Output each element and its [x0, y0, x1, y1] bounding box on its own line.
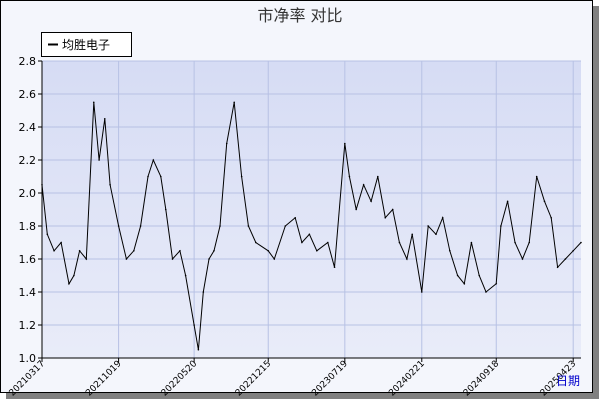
data-point — [267, 249, 270, 252]
data-point — [406, 258, 408, 260]
data-point — [344, 142, 346, 145]
data-point — [506, 200, 509, 203]
data-point — [179, 249, 181, 252]
data-point — [197, 348, 200, 351]
data-point — [463, 282, 466, 285]
y-tick-label: 1.4 — [19, 286, 37, 299]
data-point — [535, 175, 538, 178]
data-point — [435, 233, 437, 236]
data-point — [441, 216, 444, 219]
data-point — [580, 241, 582, 244]
data-point — [370, 200, 372, 203]
data-point — [398, 241, 401, 244]
chart-title: 市净率 对比 — [257, 6, 342, 25]
data-point — [294, 216, 296, 219]
data-point — [495, 282, 498, 285]
data-point — [117, 225, 120, 227]
y-tick-label: 1.6 — [19, 253, 37, 266]
data-point — [213, 249, 215, 252]
data-point — [543, 200, 546, 203]
data-point — [327, 241, 329, 244]
data-point — [456, 274, 459, 277]
data-point — [420, 291, 423, 293]
data-point — [427, 225, 429, 227]
data-point — [225, 142, 228, 145]
y-tick-label: 2.8 — [19, 55, 37, 68]
data-point — [411, 233, 414, 236]
y-tick-label: 2.6 — [19, 88, 37, 101]
data-point — [68, 282, 70, 285]
chart-shadow-right — [593, 6, 599, 399]
data-point — [448, 249, 451, 252]
data-point — [391, 208, 394, 211]
series-group — [41, 101, 582, 351]
data-point — [46, 233, 49, 236]
data-point — [255, 241, 257, 244]
data-point — [470, 241, 473, 244]
y-tick-label: 2.2 — [19, 154, 37, 167]
data-point — [92, 101, 95, 104]
plot-area — [42, 61, 581, 358]
data-point — [485, 291, 487, 293]
data-point — [147, 175, 149, 178]
data-point — [171, 258, 174, 260]
legend: 均胜电子 — [41, 32, 132, 57]
y-tick-label: 1.2 — [19, 319, 37, 332]
data-point — [333, 266, 336, 269]
data-point — [233, 101, 235, 104]
legend-label: 均胜电子 — [62, 37, 110, 52]
y-tick-label: 1.8 — [19, 220, 37, 233]
data-point — [98, 159, 100, 161]
data-point — [78, 249, 81, 252]
data-point — [184, 274, 187, 277]
x-axis-label: 日期 — [556, 374, 580, 388]
data-point — [240, 175, 243, 178]
data-point — [572, 249, 574, 252]
data-point — [139, 225, 142, 227]
data-point — [384, 216, 387, 219]
data-point — [103, 117, 106, 120]
data-point — [133, 249, 135, 252]
chart-shadow-bottom — [6, 393, 599, 399]
data-point — [528, 241, 531, 244]
data-point — [514, 241, 516, 244]
data-point — [219, 225, 221, 227]
data-point — [478, 274, 481, 277]
data-point — [355, 208, 357, 211]
data-point — [284, 225, 287, 227]
data-point — [164, 208, 167, 211]
data-point — [73, 274, 75, 277]
y-tick-label: 1.0 — [19, 352, 37, 365]
data-point — [308, 233, 311, 236]
data-point — [550, 216, 553, 219]
data-point — [85, 258, 88, 260]
data-point — [208, 258, 210, 260]
data-point — [60, 241, 62, 244]
y-tick-label: 2.4 — [19, 121, 37, 134]
data-point — [301, 241, 303, 244]
y-tick-label: 2.0 — [19, 187, 37, 200]
data-point — [500, 225, 502, 227]
data-point — [556, 266, 559, 269]
data-point — [362, 183, 365, 186]
data-point — [152, 159, 155, 161]
data-point — [377, 175, 379, 178]
data-point — [53, 249, 55, 252]
data-point — [348, 175, 351, 178]
data-point — [125, 258, 128, 260]
data-point — [159, 175, 162, 178]
data-point — [273, 258, 276, 260]
data-point — [109, 183, 111, 186]
y-axis-ticks: 1.0 1.2 1.4 1.6 1.8 2.0 2.2 2.4 2.6 2.8 — [19, 55, 42, 365]
data-point — [316, 249, 318, 252]
data-point — [193, 324, 195, 326]
data-point — [521, 258, 524, 260]
data-point — [202, 291, 205, 293]
data-point — [247, 225, 250, 227]
data-point — [564, 258, 567, 260]
